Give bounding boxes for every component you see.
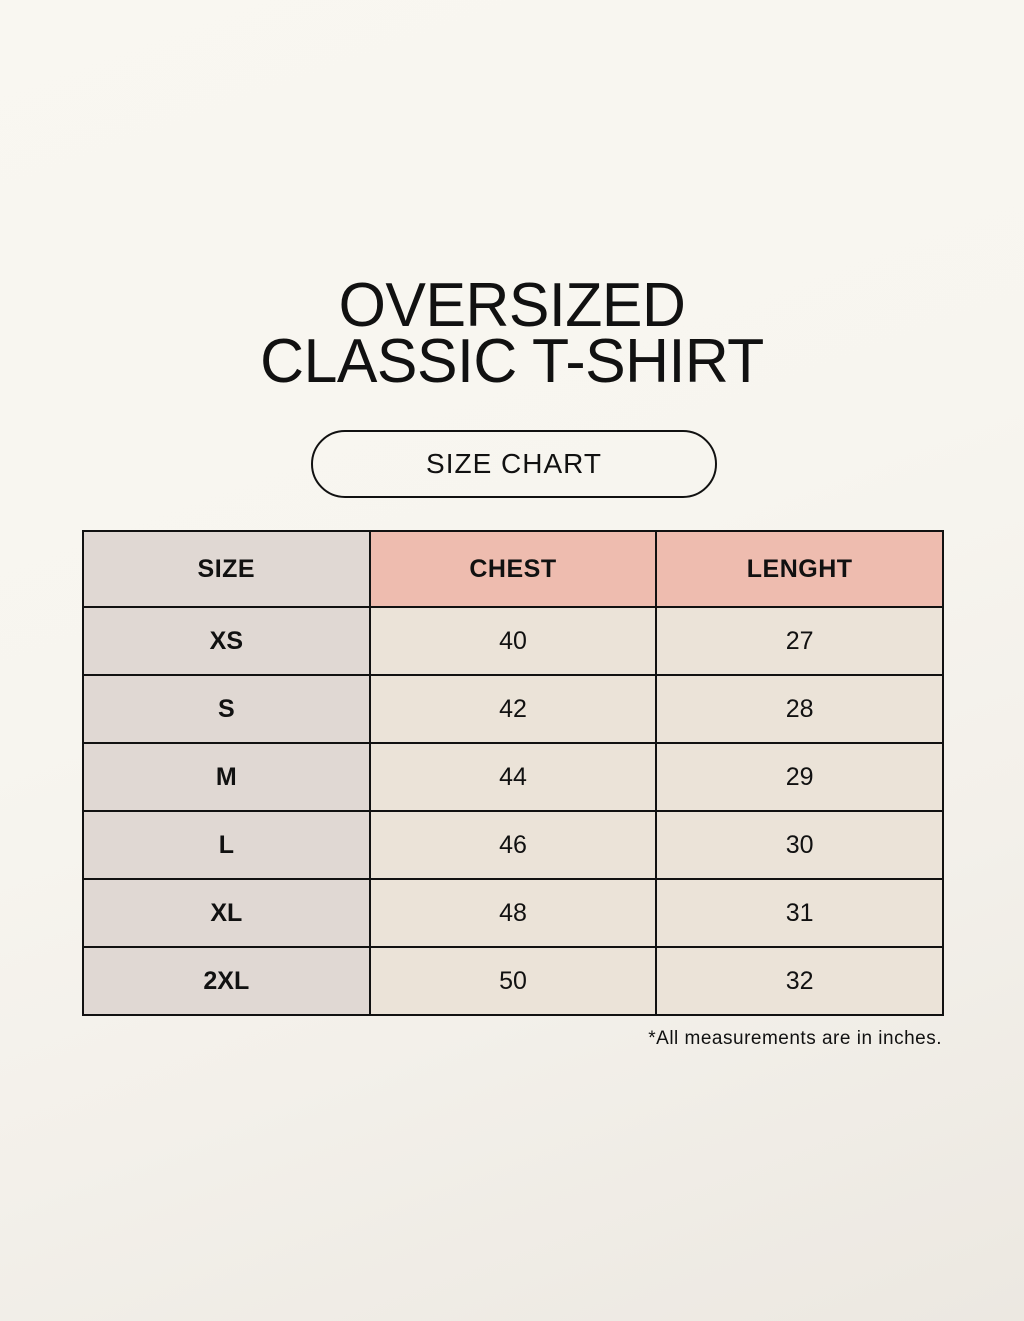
size-chart-label: SIZE CHART [311, 430, 717, 498]
cell-size: 2XL [82, 946, 371, 1016]
header-chest: CHEST [368, 530, 658, 608]
cell-length: 31 [655, 878, 944, 948]
cell-length: 28 [655, 674, 944, 744]
cell-size: L [82, 810, 371, 880]
header-size: SIZE [82, 530, 371, 608]
cell-size: S [82, 674, 371, 744]
footnote: *All measurements are in inches. [648, 1028, 942, 1049]
cell-size: M [82, 742, 371, 812]
cell-chest: 40 [368, 606, 658, 676]
cell-chest: 50 [368, 946, 658, 1016]
size-table: SIZE CHEST LENGHT XS 40 27 S 42 28 M 44 29 L 46 30 X… [82, 530, 944, 1016]
table-row: XS 40 27 [82, 606, 944, 676]
table-header-row: SIZE CHEST LENGHT [82, 530, 944, 608]
cell-chest: 42 [368, 674, 658, 744]
table-row: L 46 30 [82, 810, 944, 880]
cell-size: XL [82, 878, 371, 948]
cell-length: 30 [655, 810, 944, 880]
title-line-1: OVERSIZED [338, 271, 686, 340]
table-row: M 44 29 [82, 742, 944, 812]
table-row: XL 48 31 [82, 878, 944, 948]
cell-chest: 46 [368, 810, 658, 880]
cell-length: 29 [655, 742, 944, 812]
cell-length: 27 [655, 606, 944, 676]
cell-chest: 48 [368, 878, 658, 948]
cell-size: XS [82, 606, 371, 676]
table-row: 2XL 50 32 [82, 946, 944, 1016]
cell-length: 32 [655, 946, 944, 1016]
page-title: OVERSIZED CLASSIC T-SHIRT [10, 271, 1014, 396]
cell-chest: 44 [368, 742, 658, 812]
table-row: S 42 28 [82, 674, 944, 744]
title-line-2: CLASSIC T-SHIRT [260, 327, 764, 396]
header-length: LENGHT [655, 530, 944, 608]
